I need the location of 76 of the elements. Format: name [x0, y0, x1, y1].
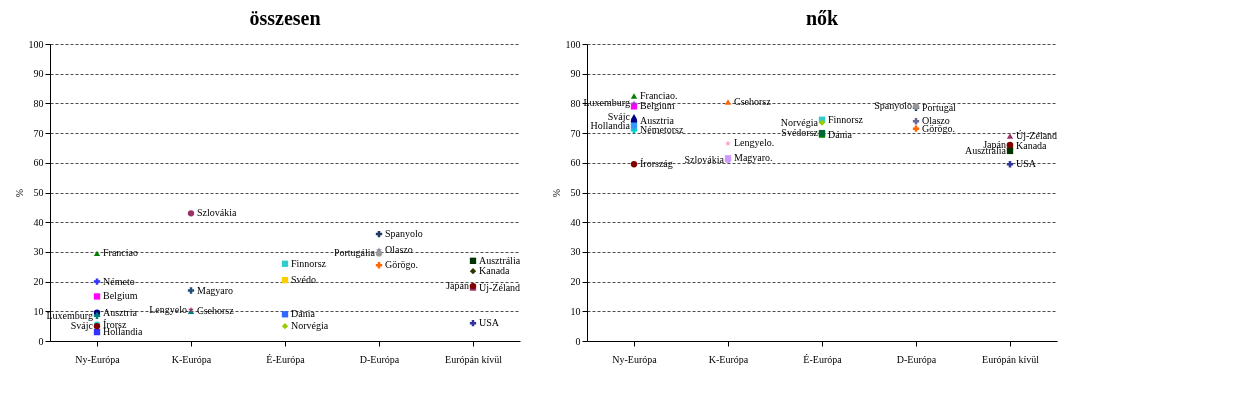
series-label: Belgium — [103, 290, 138, 302]
y-tick-label: 20 — [570, 276, 581, 288]
series-label: Svájc — [70, 320, 94, 332]
series-label: Belgium — [640, 100, 675, 112]
y-tick-label: 60 — [570, 157, 581, 169]
y-axis-title: % — [13, 188, 25, 198]
series-label: Portugál — [922, 101, 957, 113]
series-label: Franciao — [103, 247, 138, 259]
y-tick-label: 90 — [570, 68, 581, 80]
y-tick-label: 80 — [33, 97, 44, 109]
x-tick-label: É-Európa — [803, 353, 843, 365]
series-label: Ausztria — [103, 306, 138, 318]
x-tick-label: D-Európa — [359, 353, 400, 365]
series-label: Spanyolo — [385, 228, 423, 240]
x-tick-label: Európán kívül — [445, 353, 503, 365]
series-label: Lengyelo — [149, 303, 187, 315]
series-label: USA — [479, 317, 500, 329]
series-label: Szlovákia — [197, 207, 237, 219]
series-label: Írország — [640, 158, 673, 170]
y-tick-label: 50 — [33, 187, 44, 198]
x-tick-label: Ny-Európa — [75, 353, 121, 365]
series-label: Dánia — [291, 308, 316, 320]
y-tick-label: 100 — [565, 38, 581, 50]
series-label: Svédorsz — [781, 127, 819, 139]
y-tick-label: 30 — [33, 246, 44, 258]
series-label: Finnorsz — [828, 113, 864, 125]
series-label: Portugália — [333, 247, 376, 259]
series-label: Norvégia — [780, 116, 819, 128]
series-label: Kanada — [1016, 140, 1048, 152]
series-label: Kanada — [479, 265, 511, 277]
y-tick-label: 0 — [575, 335, 581, 347]
series-label: Lengyelo. — [734, 137, 775, 149]
series-label: Csehorsz — [734, 95, 772, 107]
x-tick-label: Ny-Európa — [612, 353, 658, 365]
y-tick-label: 100 — [28, 38, 44, 50]
x-tick-label: É-Európa — [266, 353, 306, 365]
series-label: Ausztria — [640, 115, 675, 127]
x-tick-label: K-Európa — [708, 353, 749, 365]
y-tick-label: 40 — [33, 216, 44, 228]
y-axis-title: % — [550, 188, 562, 198]
series-label: Svédo — [291, 274, 316, 286]
y-tick-label: 60 — [33, 157, 44, 169]
series-label: Magyaro. — [734, 152, 773, 164]
series-label: Norvégia — [291, 320, 329, 332]
y-tick-label: 10 — [33, 305, 44, 317]
series-label: Magyaro — [197, 284, 234, 296]
y-tick-label: 10 — [570, 305, 581, 317]
series-label: Franciao. — [640, 89, 678, 101]
series-label: Németorsz — [640, 124, 684, 136]
series-label: Ausztrália — [479, 254, 521, 266]
y-tick-label: 20 — [33, 276, 44, 288]
y-tick-label: 50 — [570, 187, 581, 198]
chart-title: nők — [805, 7, 839, 29]
series-label: USA — [1016, 158, 1037, 170]
series-label: Spanyolo — [874, 100, 912, 112]
chart-title: összesen — [249, 7, 321, 29]
series-label: Németo — [103, 275, 135, 287]
y-tick-label: 0 — [38, 335, 44, 347]
x-tick-label: D-Európa — [896, 353, 937, 365]
series-label: Új-Zéland — [1016, 130, 1058, 142]
y-tick-label: 70 — [33, 127, 44, 139]
y-tick-label: 90 — [33, 68, 44, 80]
y-tick-label: 40 — [570, 216, 581, 228]
y-tick-label: 30 — [570, 246, 581, 258]
x-tick-label: K-Európa — [171, 353, 212, 365]
series-label: Olaszo — [385, 244, 413, 256]
y-tick-label: 70 — [570, 127, 581, 139]
series-label: Görögo. — [385, 259, 419, 271]
series-label: Dánia — [828, 128, 853, 140]
series-label: Szlovákia — [684, 153, 725, 165]
series-label: Új-Zéland — [479, 281, 521, 293]
y-tick-label: 80 — [570, 97, 581, 109]
series-label: Finnorsz — [291, 257, 327, 269]
series-label: Japán — [446, 280, 469, 292]
x-tick-label: Európán kívül — [982, 353, 1040, 365]
series-label: Csehorsz — [197, 305, 235, 317]
